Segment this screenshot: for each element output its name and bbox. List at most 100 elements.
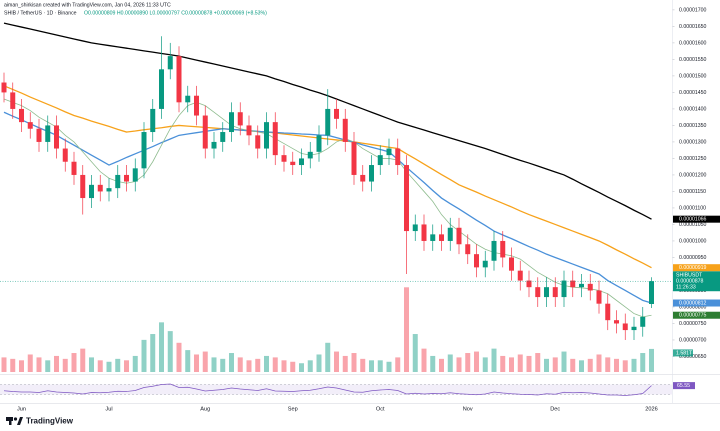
current-price-tag bbox=[673, 271, 720, 292]
volume-bar bbox=[176, 342, 182, 372]
volume-bar bbox=[54, 355, 59, 372]
y-tick-label: 0.00000950 bbox=[679, 255, 707, 261]
current-symbol: SHIBUSDT bbox=[676, 273, 703, 279]
candle-body bbox=[395, 148, 401, 166]
y-tick-label: 0.00000750 bbox=[679, 321, 707, 327]
candle-body bbox=[570, 280, 576, 288]
volume-bar bbox=[89, 357, 94, 372]
volume-tag bbox=[673, 349, 693, 357]
candle-body bbox=[71, 161, 77, 175]
volume-bar bbox=[246, 360, 252, 372]
logo-mark bbox=[6, 417, 13, 421]
candle-body bbox=[500, 240, 506, 258]
volume-bar bbox=[211, 357, 217, 372]
candle-body bbox=[45, 125, 51, 142]
volume-bar bbox=[124, 360, 129, 372]
candle-body bbox=[421, 224, 427, 241]
volume-bar bbox=[299, 363, 304, 372]
volume-bar bbox=[10, 358, 16, 372]
candle-body bbox=[482, 260, 488, 268]
y-tick-label: 0.00001550 bbox=[679, 57, 707, 63]
volume-bar bbox=[255, 358, 261, 372]
candle-body bbox=[552, 287, 558, 298]
x-tick-label: Sep bbox=[288, 406, 298, 412]
volume-bar bbox=[45, 360, 51, 372]
ohlc-legend: O0.00000809 H0.00000890 L0.00000797 C0.0… bbox=[84, 10, 267, 16]
y-tick-label: 0.00001250 bbox=[679, 156, 707, 162]
volume-bar bbox=[290, 361, 296, 372]
price-tag bbox=[673, 299, 720, 307]
volume-bar bbox=[229, 353, 234, 372]
price-tag-label: 0.00001066 bbox=[679, 217, 707, 223]
y-tick-label: 0.00001700 bbox=[679, 7, 707, 13]
volume-bar bbox=[614, 358, 619, 372]
candle-body bbox=[649, 281, 654, 305]
volume-bar bbox=[404, 287, 409, 372]
credit: aiman_shirkisan created with TradingView… bbox=[4, 2, 171, 8]
candle-body bbox=[535, 287, 541, 298]
volume-bar bbox=[482, 357, 488, 372]
volume-bar bbox=[115, 358, 121, 372]
candle-body bbox=[27, 122, 33, 129]
volume-bar bbox=[439, 358, 444, 372]
volume-bar bbox=[386, 361, 392, 372]
footer-brand: TradingView bbox=[26, 417, 74, 426]
candle-body bbox=[80, 174, 86, 199]
candle-body bbox=[351, 141, 357, 175]
volume-bar bbox=[465, 353, 471, 372]
candle-body bbox=[132, 168, 138, 182]
candle-body bbox=[264, 122, 269, 149]
volume-bar bbox=[281, 360, 287, 372]
volume-bar bbox=[421, 348, 427, 372]
x-tick-label: Jun bbox=[17, 406, 26, 412]
volume-bar bbox=[202, 351, 208, 372]
candle-body bbox=[579, 283, 584, 288]
candle-body bbox=[290, 161, 296, 166]
candle-body bbox=[342, 118, 348, 142]
candle-body bbox=[176, 56, 182, 103]
x-tick-label: 2026 bbox=[645, 406, 657, 412]
y-tick-label: 0.00001500 bbox=[679, 73, 707, 79]
candle-body bbox=[404, 165, 409, 232]
volume-bar bbox=[561, 351, 567, 372]
candle-body bbox=[229, 112, 234, 133]
volume-bar bbox=[412, 334, 418, 372]
candle-body bbox=[150, 108, 156, 133]
candle-body bbox=[596, 290, 602, 304]
volume-bar bbox=[570, 358, 576, 372]
volume-bar bbox=[430, 355, 436, 372]
logo: TradingView bbox=[6, 417, 74, 426]
candle-body bbox=[97, 184, 103, 192]
candle-body bbox=[159, 69, 164, 109]
volume-bar bbox=[447, 354, 453, 372]
price-tag bbox=[673, 311, 720, 319]
volume-bar bbox=[272, 357, 278, 372]
candle-body bbox=[640, 316, 646, 327]
y-tick-label: 0.00001150 bbox=[679, 189, 706, 195]
candle-body bbox=[456, 227, 462, 245]
y-tick-label: 0.00001100 bbox=[679, 205, 706, 211]
volume-bar bbox=[36, 357, 42, 372]
volume-bar bbox=[167, 331, 173, 372]
candle-body bbox=[115, 174, 121, 189]
candle-body bbox=[439, 234, 444, 241]
volume-bar bbox=[377, 360, 383, 372]
volume-bar bbox=[342, 355, 348, 372]
price-tag-label: 0.00000775 bbox=[679, 313, 707, 319]
volume-bar bbox=[185, 350, 191, 372]
candle-body bbox=[194, 95, 199, 116]
candle-body bbox=[447, 227, 453, 241]
candle-body bbox=[377, 155, 383, 166]
candle-body bbox=[124, 174, 129, 182]
candle-body bbox=[412, 224, 418, 232]
x-tick-label: Jul bbox=[105, 406, 112, 412]
volume-bar bbox=[264, 355, 269, 372]
candle-body bbox=[106, 188, 112, 192]
volume-bar bbox=[237, 357, 243, 372]
volume-bar bbox=[194, 354, 199, 372]
candle-body bbox=[386, 148, 392, 156]
candle-body bbox=[281, 155, 287, 162]
volume-bar bbox=[649, 348, 654, 372]
